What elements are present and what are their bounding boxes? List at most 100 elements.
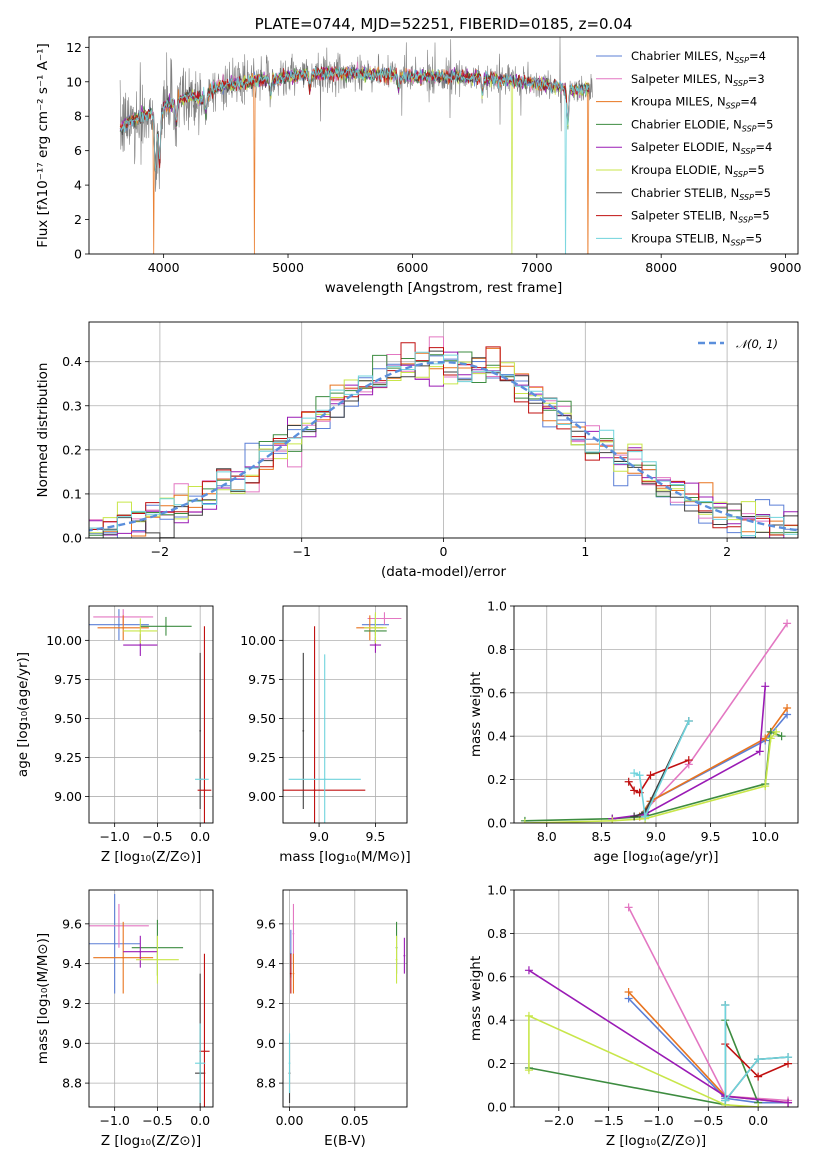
weight-line	[528, 1014, 759, 1107]
y-tick-label: 9.0	[62, 1036, 82, 1051]
x-tick-label: 4000	[148, 260, 180, 275]
legend-label-tail: =4	[755, 140, 772, 154]
mass-weight-vs-metallicity-panel: −2.0 −1.5 −1.0 −0.5 0.0 0.0 0.2 0.4 0.6 0.8 1.0 Z […	[468, 883, 799, 1149]
y-tick-label: 0.3	[62, 398, 82, 413]
weight-marker	[635, 771, 644, 780]
mass-weight-vs-metallicity-plot-area	[514, 890, 798, 1107]
errorbar-kroupa-stelib	[288, 1033, 291, 1094]
spectrum-plot-area	[119, 37, 593, 254]
data-point	[395, 958, 398, 961]
legend-label-chabrier-elodie: Chabrier ELODIE, NSSP=5	[631, 117, 773, 133]
y-tick-label: 8.8	[62, 1076, 82, 1091]
model-line-kroupa-stelib	[119, 65, 590, 254]
x-tick-label: 0.0	[190, 1113, 210, 1128]
y-tick-label: 0.6	[487, 685, 507, 700]
x-axis-label: Z [log₁₀(Z/Z⊙)]	[606, 1133, 706, 1149]
legend-label-text: Kroupa MILES, N	[631, 95, 726, 109]
data-point	[292, 932, 295, 935]
errorbar-kroupa-elodie	[136, 935, 179, 984]
data-point	[203, 789, 206, 792]
histogram-kroupa-stelib	[89, 351, 798, 538]
data-point	[323, 778, 326, 781]
legend-label-tail: =4	[740, 95, 757, 109]
legend-label-tail: =5	[745, 231, 762, 245]
weight-series-salpeter-stelib	[624, 756, 693, 797]
weight-marker	[766, 734, 775, 743]
errorbar-salpeter-elodie	[403, 937, 406, 974]
gaussian-curve	[89, 360, 798, 532]
x-tick-label: 1	[581, 544, 589, 559]
weight-marker	[624, 903, 633, 912]
x-tick-label: 0.0	[190, 829, 210, 844]
data-point	[203, 1050, 206, 1053]
weight-line	[524, 731, 777, 823]
data-point	[122, 626, 125, 629]
mass-weight-vs-age-panel: 8.0 8.5 9.0 9.5 10.0 0.0 0.2 0.4 0.6 0.8 1.0 age [l…	[468, 599, 799, 865]
weight-marker	[761, 782, 770, 791]
x-tick-label: 2	[723, 544, 731, 559]
y-tick-label: 9.25	[248, 750, 276, 765]
errorbar-kroupa-elodie	[123, 618, 158, 644]
legend-label-tail: =4	[749, 49, 766, 63]
legend-label-kroupa-stelib: Kroupa STELIB, NSSP=5	[631, 231, 762, 247]
weight-marker	[524, 966, 533, 975]
errorbar-kroupa-stelib	[195, 778, 209, 781]
age-vs-mass-panel: 9.0 9.5 9.00 9.25 9.50 9.75 10.00 mass [log₁₀(M…	[240, 605, 411, 865]
x-tick-label: −0.5	[142, 1113, 172, 1128]
errorbar-salpeter-stelib	[283, 626, 366, 823]
weight-line	[628, 997, 788, 1104]
weight-marker	[755, 747, 764, 756]
legend-label-sub: SSP	[731, 238, 746, 247]
x-tick-label: 0.0	[748, 1113, 768, 1128]
legend-label-sub: SSP	[739, 193, 754, 202]
errorbar-chabrier-elodie	[140, 616, 192, 636]
figure-title: PLATE=0744, MJD=52251, FIBERID=0185, z=0…	[255, 15, 633, 33]
errorbar-salpeter-stelib	[289, 953, 292, 994]
weight-marker	[721, 1001, 730, 1010]
x-tick-label: 10.0	[751, 829, 779, 844]
legend-label-text: Chabrier STELIB, N	[631, 186, 739, 200]
errorbar-chabrier-stelib	[302, 652, 305, 809]
errorbar-salpeter-stelib	[199, 953, 210, 1107]
x-tick-label: 8.5	[591, 829, 611, 844]
weight-series-salpeter-elodie	[608, 682, 770, 823]
y-axis-label: mass [log₁₀(M/M⊙)]	[35, 933, 51, 1064]
plot-frame	[282, 605, 408, 824]
weight-marker	[784, 1098, 793, 1107]
data-point	[289, 972, 292, 975]
x-axis-label: (data-model)/error	[381, 564, 507, 580]
y-axis-label: Normed distribution	[35, 363, 51, 498]
y-tick-label: 9.50	[54, 711, 82, 726]
legend-label-tail: =3	[748, 72, 765, 86]
weight-line	[724, 1005, 789, 1103]
weight-marker	[754, 1103, 763, 1107]
x-axis-label: age [log₁₀(age/yr)]	[593, 849, 718, 865]
y-tick-label: 0.6	[487, 969, 507, 984]
weight-marker	[721, 1096, 730, 1105]
x-axis-label: E(B-V)	[324, 1133, 366, 1149]
y-tick-label: 9.00	[248, 789, 276, 804]
x-tick-label: −1.0	[99, 1113, 129, 1128]
model-line-salpeter-stelib	[119, 66, 590, 171]
x-tick-label: 5000	[272, 260, 304, 275]
weight-marker	[520, 819, 529, 823]
legend-label-tail: =5	[754, 186, 771, 200]
y-tick-label: 9.75	[54, 672, 82, 687]
legend-label-salpeter-elodie: Salpeter ELODIE, NSSP=4	[631, 140, 772, 156]
y-tick-label: 9.6	[256, 916, 276, 931]
legend-label-tail: =5	[748, 163, 765, 177]
y-tick-label: 0.1	[62, 486, 82, 501]
spectrum-panel: 4000 5000 6000 7000 8000 9000 0 2 4 6 8 10 12 wavelen…	[35, 15, 802, 296]
y-tick-label: 0.2	[487, 772, 507, 787]
data-point	[374, 644, 377, 646]
legend-label-sub: SSP	[738, 216, 753, 225]
plot-frame	[88, 36, 799, 255]
data-point	[374, 626, 377, 629]
errorbar-kroupa-miles	[97, 615, 149, 641]
legend-label-text: Salpeter ELODIE, N	[631, 140, 741, 154]
x-tick-label: −0.5	[693, 1113, 723, 1128]
weight-marker	[754, 1072, 763, 1081]
x-tick-label: 9.5	[701, 829, 721, 844]
weight-marker	[641, 812, 650, 821]
histogram-legend: 𝒩(0, 1)	[698, 337, 778, 351]
